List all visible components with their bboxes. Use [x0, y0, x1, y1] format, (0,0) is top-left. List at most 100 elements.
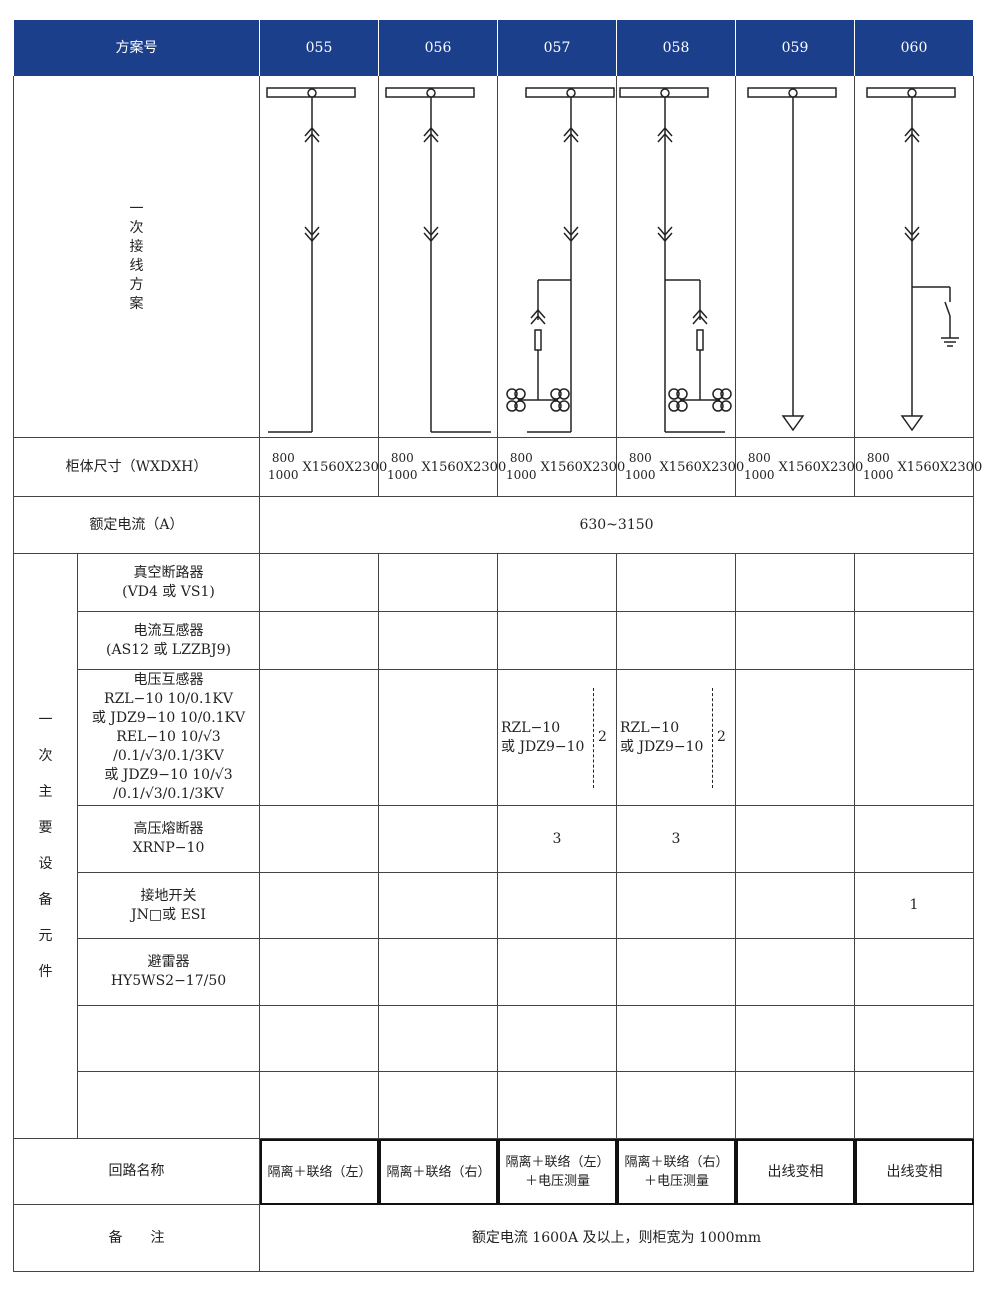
- equipment-line: /0.1/√3/0.1/3KV: [113, 786, 224, 802]
- cabinet-size: 800 1000 X1560X2300: [260, 438, 387, 497]
- width-1000: 1000: [268, 468, 299, 482]
- wiring-diagram: [498, 76, 617, 438]
- width-options: 800 1000: [268, 450, 299, 484]
- equipment-value: [379, 612, 498, 670]
- equipment-value: [379, 1072, 498, 1139]
- label-char: 方: [129, 276, 144, 293]
- width-1000: 1000: [506, 468, 537, 482]
- rated-current-value: 630~3150: [260, 497, 974, 554]
- equipment-value: [260, 939, 379, 1006]
- equipment-line: REL−10 10/√3: [116, 729, 221, 745]
- equipment-value: [260, 612, 379, 670]
- vt-model: RZL−10 或 JDZ9−10: [620, 719, 704, 755]
- equipment-value: RZL−10 或 JDZ9−10 2: [617, 670, 736, 806]
- wiring-diagram-isolation-right: [385, 87, 491, 433]
- equipment-value: [736, 554, 855, 612]
- circuit-name: 出线变相: [736, 1139, 855, 1205]
- equipment-value: [260, 670, 379, 806]
- cabinet-size: 800 1000 X1560X2300: [379, 438, 506, 497]
- equipment-value: [736, 806, 855, 873]
- equipment-name: 高压熔断器 XRNP−10: [78, 806, 260, 873]
- equipment-name: 电压互感器 RZL−10 10/0.1KV 或 JDZ9−10 10/0.1KV RE…: [78, 670, 260, 806]
- equipment-line: 电流互感器: [133, 622, 204, 639]
- width-options: 800 1000: [625, 450, 656, 484]
- circuit-row-label: 回路名称: [14, 1139, 260, 1205]
- wiring-diagram: [736, 76, 855, 438]
- scheme-number: 060: [855, 20, 974, 76]
- label-char: 一: [38, 712, 53, 728]
- equipment-value: [855, 612, 974, 670]
- diagram-row-label: 一次接线方案: [14, 76, 260, 438]
- width-options: 800 1000: [744, 450, 775, 484]
- wiring-diagram: [855, 76, 974, 438]
- equipment-line: /0.1/√3/0.1/3KV: [113, 748, 224, 764]
- equipment-value: [736, 1072, 855, 1139]
- label-char: 线: [129, 257, 144, 274]
- vt-quantity: 2: [717, 729, 726, 745]
- cabinet-size: 800 1000 X1560X2300: [498, 438, 625, 497]
- equipment-name: 接地开关 JN□或 ESI: [78, 873, 260, 939]
- wiring-diagram-isolation-left-pt: [506, 87, 615, 433]
- divider: [593, 687, 594, 788]
- equipment-value: RZL−10 或 JDZ9−10 2: [498, 670, 617, 806]
- equipment-line: XRNP−10: [132, 840, 205, 856]
- equipment-name: [78, 1072, 260, 1139]
- width-800: 800: [271, 451, 295, 465]
- label-char: 案: [129, 295, 144, 312]
- circuit-name: 隔离＋联络（右）＋电压测量: [617, 1139, 736, 1205]
- equipment-value: [498, 1072, 617, 1139]
- equipment-name: 真空断路器 (VD4 或 VS1): [78, 554, 260, 612]
- equipment-name: 避雷器 HY5WS2−17/50: [78, 939, 260, 1006]
- depth-height: X1560X2300: [540, 459, 626, 475]
- width-800: 800: [509, 451, 533, 465]
- equipment-line: JN□或 ESI: [131, 906, 206, 923]
- scheme-number: 058: [617, 20, 736, 76]
- label-char: 次: [38, 748, 53, 764]
- label-char: 接: [129, 238, 144, 255]
- equipment-line: (AS12 或 LZZBJ9): [106, 641, 231, 658]
- depth-height: X1560X2300: [897, 459, 983, 475]
- circuit-name: 出线变相: [855, 1139, 974, 1205]
- equipment-line: 真空断路器: [133, 564, 204, 581]
- equipment-line: 或 JDZ9−10 10/0.1KV: [91, 710, 246, 726]
- label-char: 件: [38, 964, 53, 980]
- equipment-value: [617, 1072, 736, 1139]
- equipment-line: 接地开关: [140, 887, 197, 904]
- equipment-line: RZL−10 10/0.1KV: [104, 691, 233, 707]
- label-char: 次: [129, 219, 144, 236]
- remarks-value: 额定电流 1600A 及以上，则柜宽为 1000mm: [260, 1205, 974, 1272]
- equipment-value: [498, 1006, 617, 1072]
- equipment-value: [855, 806, 974, 873]
- equipment-value: [379, 873, 498, 939]
- width-1000: 1000: [387, 468, 418, 482]
- equipment-value: [498, 612, 617, 670]
- header-label: 方案号: [14, 20, 260, 76]
- width-800: 800: [866, 451, 890, 465]
- equipment-value: [498, 873, 617, 939]
- equipment-group-label: 一次主要设备元件: [14, 554, 78, 1139]
- equipment-line: 高压熔断器: [133, 821, 204, 837]
- equipment-value: [617, 873, 736, 939]
- equipment-name: [78, 1006, 260, 1072]
- label-char: 一: [129, 200, 144, 217]
- width-1000: 1000: [744, 468, 775, 482]
- equipment-value: [379, 806, 498, 873]
- scheme-number: 056: [379, 20, 498, 76]
- label-char: 元: [38, 928, 53, 944]
- equipment-name: 电流互感器 (AS12 或 LZZBJ9): [78, 612, 260, 670]
- equipment-value: [855, 554, 974, 612]
- remarks-label: 备 注: [14, 1205, 260, 1272]
- width-options: 800 1000: [863, 450, 894, 484]
- equipment-value: [855, 1006, 974, 1072]
- vt-model: RZL−10 或 JDZ9−10: [501, 719, 585, 755]
- equipment-value: [260, 1006, 379, 1072]
- cabinet-size: 800 1000 X1560X2300: [617, 438, 744, 497]
- depth-height: X1560X2300: [778, 459, 864, 475]
- equipment-value: [617, 612, 736, 670]
- width-options: 800 1000: [387, 450, 418, 484]
- size-row-label: 柜体尺寸（WXDXH）: [14, 438, 260, 497]
- equipment-value: [736, 1006, 855, 1072]
- equipment-value: 3: [498, 806, 617, 873]
- equipment-value: 3: [617, 806, 736, 873]
